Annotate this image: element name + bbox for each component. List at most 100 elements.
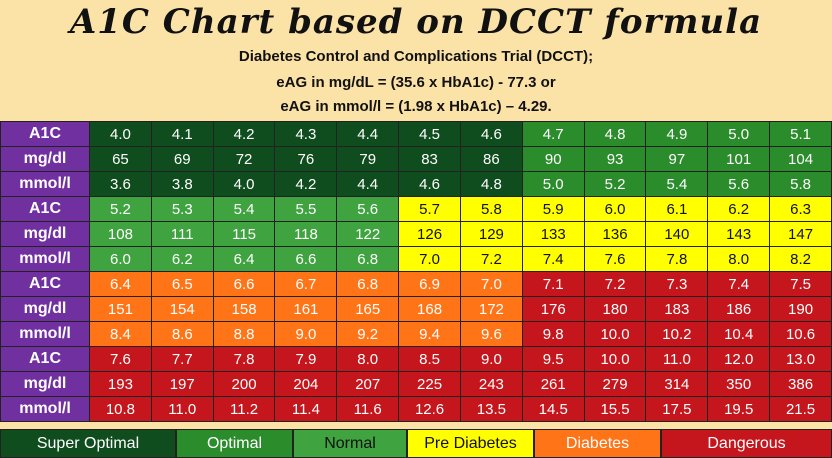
- legend-pre-diabetes: Pre Diabetes: [407, 429, 534, 458]
- value-cell: 147: [769, 221, 832, 247]
- value-cell: 386: [769, 371, 832, 397]
- row-label: mg/dl: [0, 221, 90, 247]
- value-cell: 6.2: [707, 196, 771, 222]
- value-cell: 5.4: [212, 196, 276, 222]
- value-cell: 90: [521, 146, 585, 172]
- value-cell: 13.0: [769, 346, 832, 372]
- value-cell: 6.0: [89, 246, 152, 272]
- row-label: A1C: [0, 346, 90, 372]
- value-cell: 8.2: [769, 246, 832, 272]
- value-cell: 4.4: [336, 121, 400, 147]
- value-cell: 5.6: [707, 171, 771, 197]
- value-cell: 69: [150, 146, 214, 172]
- value-cell: 5.0: [521, 171, 585, 197]
- value-cell: 111: [150, 221, 214, 247]
- a1c-row: A1C 5.2 5.3 5.4 5.5 5.6 5.7 5.8 5.9 6.0 6.1 6.2 6.3: [0, 196, 832, 222]
- legend-optimal: Optimal: [176, 429, 293, 458]
- value-cell: 4.9: [645, 121, 709, 147]
- value-cell: 7.2: [583, 271, 647, 297]
- value-cell: 243: [459, 371, 523, 397]
- value-cell: 7.4: [521, 246, 585, 272]
- value-cell: 17.5: [645, 396, 709, 422]
- legend-normal: Normal: [293, 429, 407, 458]
- value-cell: 154: [150, 296, 214, 322]
- value-cell: 14.5: [521, 396, 585, 422]
- value-cell: 225: [398, 371, 461, 397]
- value-cell: 9.0: [274, 321, 338, 347]
- value-cell: 261: [521, 371, 585, 397]
- value-cell: 6.8: [336, 271, 400, 297]
- value-cell: 7.5: [769, 271, 832, 297]
- value-cell: 136: [583, 221, 647, 247]
- value-cell: 21.5: [769, 396, 832, 422]
- value-cell: 6.5: [150, 271, 214, 297]
- value-cell: 6.4: [212, 246, 276, 272]
- value-cell: 204: [274, 371, 338, 397]
- value-cell: 4.6: [459, 121, 523, 147]
- value-cell: 4.7: [521, 121, 585, 147]
- value-cell: 101: [707, 146, 771, 172]
- value-cell: 168: [398, 296, 461, 322]
- value-cell: 197: [150, 371, 214, 397]
- value-cell: 8.0: [707, 246, 771, 272]
- value-cell: 314: [645, 371, 709, 397]
- value-cell: 7.6: [583, 246, 647, 272]
- value-cell: 350: [707, 371, 771, 397]
- mgdl-row: mg/dl 193 197 200 204 207 225 243 261 279 314 350 38…: [0, 371, 832, 397]
- value-cell: 161: [274, 296, 338, 322]
- value-cell: 8.0: [336, 346, 400, 372]
- value-cell: 65: [89, 146, 152, 172]
- mmoll-row: mmol/l 10.8 11.0 11.2 11.4 11.6 12.6 13.5 14.5 15…: [0, 396, 832, 422]
- value-cell: 11.6: [336, 396, 400, 422]
- value-cell: 4.2: [274, 171, 338, 197]
- value-cell: 7.0: [398, 246, 461, 272]
- value-cell: 10.2: [645, 321, 709, 347]
- legend: Super Optimal Optimal Normal Pre Diabete…: [0, 429, 832, 458]
- chart-subtitle-2: eAG in mg/dL = (35.6 x HbA1c) - 77.3 or: [276, 74, 556, 91]
- value-cell: 207: [336, 371, 400, 397]
- row-label: mmol/l: [0, 171, 90, 197]
- value-cell: 7.1: [521, 271, 585, 297]
- value-cell: 72: [212, 146, 276, 172]
- value-cell: 7.3: [645, 271, 709, 297]
- mgdl-row: mg/dl 65 69 72 76 79 83 86 90 93 97 101 104: [0, 146, 832, 172]
- a1c-row: A1C 6.4 6.5 6.6 6.7 6.8 6.9 7.0 7.1 7.2 7.3 7.4 7.5: [0, 271, 832, 297]
- value-cell: 13.5: [459, 396, 523, 422]
- value-cell: 4.8: [459, 171, 523, 197]
- value-cell: 133: [521, 221, 585, 247]
- value-cell: 11.0: [150, 396, 214, 422]
- value-cell: 3.8: [150, 171, 214, 197]
- value-cell: 5.2: [583, 171, 647, 197]
- value-cell: 193: [89, 371, 152, 397]
- chart-subtitle-1: Diabetes Control and Complications Trial…: [238, 48, 594, 65]
- value-cell: 4.8: [583, 121, 647, 147]
- value-cell: 5.4: [645, 171, 709, 197]
- a1c-row: A1C 4.0 4.1 4.2 4.3 4.4 4.5 4.6 4.7 4.8 4.9 5.0 5.1: [0, 121, 832, 147]
- value-cell: 7.0: [459, 271, 523, 297]
- mmoll-row: mmol/l 8.4 8.6 8.8 9.0 9.2 9.4 9.6 9.8 10.0 10.2 10…: [0, 321, 832, 347]
- value-cell: 7.6: [89, 346, 152, 372]
- value-cell: 10.0: [583, 321, 647, 347]
- chart-title: A1C Chart based on DCCT formula: [69, 2, 763, 42]
- value-cell: 158: [212, 296, 276, 322]
- value-cell: 180: [583, 296, 647, 322]
- value-cell: 176: [521, 296, 585, 322]
- value-cell: 97: [645, 146, 709, 172]
- value-cell: 8.4: [89, 321, 152, 347]
- value-cell: 6.3: [769, 196, 832, 222]
- value-cell: 140: [645, 221, 709, 247]
- value-cell: 6.6: [212, 271, 276, 297]
- value-cell: 5.7: [398, 196, 461, 222]
- value-cell: 93: [583, 146, 647, 172]
- legend-super-optimal: Super Optimal: [0, 429, 176, 458]
- legend-diabetes: Diabetes: [534, 429, 661, 458]
- value-cell: 3.6: [89, 171, 152, 197]
- value-cell: 5.2: [89, 196, 152, 222]
- row-label: mmol/l: [0, 396, 90, 422]
- row-label: A1C: [0, 271, 90, 297]
- value-cell: 86: [459, 146, 523, 172]
- value-cell: 6.6: [274, 246, 338, 272]
- value-cell: 4.6: [398, 171, 461, 197]
- legend-dangerous: Dangerous: [661, 429, 832, 458]
